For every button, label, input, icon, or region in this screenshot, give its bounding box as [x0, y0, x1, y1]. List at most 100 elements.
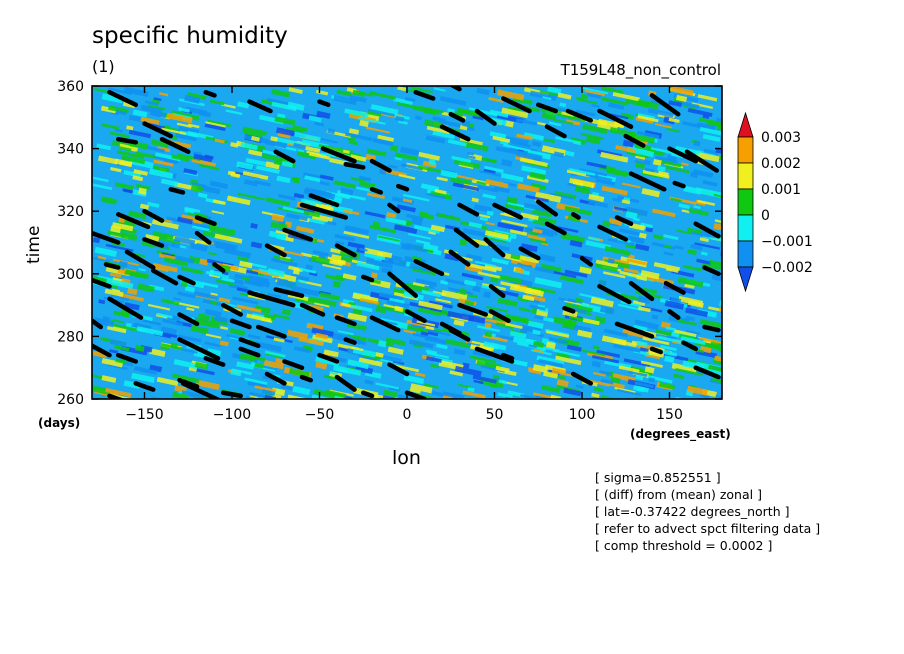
field-patch — [566, 344, 582, 352]
field-patch — [109, 131, 130, 139]
overlay-segment — [107, 296, 144, 320]
field-patch — [173, 301, 200, 309]
colorbar-segment — [737, 136, 754, 164]
field-patch — [171, 154, 190, 162]
field-patch — [462, 390, 486, 399]
overlay-segment — [457, 202, 480, 217]
field-patch — [484, 230, 509, 240]
field-patch — [137, 283, 155, 293]
field-patch — [499, 274, 523, 284]
field-patch — [663, 234, 679, 241]
field-patch — [585, 136, 601, 145]
field-patch — [476, 180, 487, 186]
field-patch — [144, 100, 159, 106]
field-patch — [110, 167, 122, 173]
field-patch — [677, 276, 704, 288]
field-patch — [713, 193, 722, 200]
field-patch — [267, 292, 282, 298]
field-patch — [208, 225, 236, 237]
field-patch — [641, 188, 661, 198]
colorbar-top-arrow — [737, 111, 754, 138]
field-patch — [370, 104, 399, 116]
field-patch — [180, 266, 204, 275]
field-patch — [142, 319, 162, 326]
field-patch — [236, 287, 251, 294]
field-patch — [676, 100, 700, 109]
field-patch — [527, 320, 544, 329]
field-patch — [366, 258, 394, 269]
field-patch — [483, 165, 504, 174]
field-patch — [414, 372, 426, 378]
overlay-segment — [203, 90, 217, 98]
field-patch — [358, 117, 386, 125]
field-patch — [462, 141, 489, 152]
field-patch — [708, 306, 722, 314]
field-patch — [637, 306, 651, 313]
field-patch — [123, 380, 141, 390]
field-patch — [534, 277, 563, 289]
colorbar-label: 0.001 — [761, 182, 801, 198]
field-patch — [213, 317, 228, 323]
field-patch — [495, 334, 519, 342]
field-patch — [576, 329, 593, 339]
field-patch — [426, 125, 450, 135]
field-patch — [264, 394, 277, 399]
field-patch — [236, 361, 255, 370]
field-patch — [184, 285, 196, 293]
field-patch — [539, 90, 558, 97]
field-patch — [274, 116, 296, 126]
field-patch — [265, 197, 291, 207]
field-patch — [501, 107, 529, 119]
field-patch — [287, 394, 316, 399]
field-patch — [409, 388, 421, 394]
field-patch — [566, 169, 591, 178]
field-patch — [655, 329, 673, 337]
field-patch — [184, 94, 201, 104]
field-patch — [344, 108, 369, 118]
field-patch — [699, 237, 709, 243]
field-patch — [702, 282, 711, 288]
field-patch — [147, 145, 165, 153]
field-patch — [205, 333, 222, 339]
overlay-segment — [448, 249, 471, 267]
field-patch — [512, 336, 535, 347]
field-patch — [581, 349, 606, 357]
field-patch — [447, 310, 475, 322]
field-patch — [507, 390, 525, 398]
field-patch — [204, 341, 221, 348]
field-patch — [267, 268, 285, 278]
field-patch — [423, 119, 443, 129]
field-patch — [266, 98, 292, 106]
overlay-segment — [103, 262, 121, 270]
overlay-segment — [536, 102, 558, 114]
field-patch — [184, 207, 195, 215]
field-patch — [650, 147, 678, 155]
field-patch — [325, 274, 344, 282]
field-patch — [532, 286, 556, 295]
field-patch — [261, 365, 277, 371]
field-patch — [110, 318, 125, 324]
field-patch — [420, 183, 440, 192]
field-patch — [287, 101, 305, 111]
field-patch — [370, 272, 378, 279]
field-patch — [384, 256, 407, 268]
field-patch — [628, 370, 648, 378]
field-patch — [356, 261, 380, 271]
field-patch — [406, 243, 429, 253]
field-patch — [348, 128, 360, 135]
overlay-segment — [180, 381, 222, 399]
y-axis-ticks: 260 280 300 320 340 360 — [57, 79, 722, 408]
field-patch — [213, 240, 238, 251]
field-patch — [555, 136, 582, 145]
field-patch — [152, 165, 170, 173]
colorbar-label: 0 — [761, 208, 770, 224]
field-patch — [482, 236, 507, 244]
field-patch — [691, 102, 714, 109]
overlay-segment — [247, 290, 296, 308]
field-patch — [248, 274, 269, 283]
field-patch — [412, 106, 440, 115]
field-patch — [588, 199, 609, 209]
overlay-segment — [194, 215, 217, 226]
field-patch — [244, 179, 258, 187]
field-patch — [254, 180, 271, 187]
